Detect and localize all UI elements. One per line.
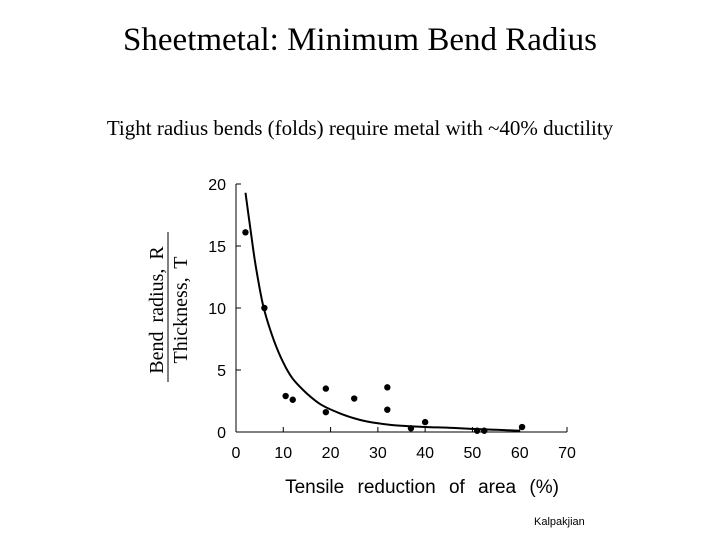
x-tick-label: 20 (322, 445, 340, 462)
data-point (261, 304, 268, 312)
data-point (384, 406, 391, 413)
fit-curve (244, 192, 520, 432)
y-axis-label-numerator: Bend radius, R (146, 246, 168, 374)
x-tick-label: 60 (511, 445, 529, 462)
data-point (289, 396, 296, 403)
x-tick-label: 0 (232, 445, 241, 462)
data-points (242, 229, 526, 434)
data-point (322, 408, 330, 416)
data-point (322, 385, 330, 392)
slide-subtitle: Tight radius bends (folds) require metal… (106, 116, 614, 140)
data-point (384, 384, 391, 391)
x-tick-label: 70 (558, 445, 576, 462)
credit-text: Kalpakjian (534, 516, 585, 528)
x-tick-label: 30 (369, 445, 387, 462)
y-tick-label: 0 (217, 425, 226, 442)
slide-title: Sheetmetal: Minimum Bend Radius (123, 22, 597, 58)
chart-tick-labels: 0 10 20 30 40 50 60 70 0 5 10 15 20 (208, 177, 576, 462)
x-axis-label: Tensile reduction of area (%) (285, 477, 559, 498)
data-point (407, 425, 415, 432)
y-tick-label: 20 (208, 177, 226, 194)
data-point (481, 427, 488, 434)
data-point (473, 427, 481, 434)
data-point (351, 395, 358, 402)
x-tick-label: 40 (416, 445, 434, 462)
x-tick-label: 50 (464, 445, 482, 462)
y-tick-label: 15 (208, 239, 226, 256)
data-point (242, 229, 249, 236)
y-tick-label: 10 (208, 301, 226, 318)
data-point (282, 392, 289, 400)
x-tick-label: 10 (274, 445, 292, 462)
data-point (421, 418, 429, 426)
data-point (518, 423, 526, 431)
y-tick-label: 5 (217, 363, 226, 380)
y-axis-label-denominator: Thickness, T (170, 257, 192, 364)
